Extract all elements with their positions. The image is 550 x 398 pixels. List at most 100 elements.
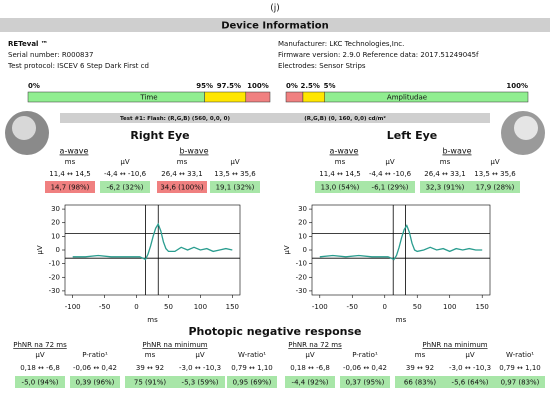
unit: µV [230,158,239,166]
value-cell [470,181,520,193]
value-cell [445,376,495,388]
x-tick-label: 150 [226,303,239,311]
y-tick-label: 30 [298,205,307,213]
range: -3,0 ↔ -10,3 [449,364,491,372]
waveform [319,224,483,261]
value: 14,7 (98%) [51,184,90,192]
group-label: PhNR na 72 ms [288,341,342,349]
x-tick-label: -100 [65,303,81,311]
wave-label: b-wave [179,147,208,156]
value: -5,6 (64%) [452,379,489,387]
value-cell [340,376,390,388]
value: 0,95 (69%) [233,379,272,387]
value: 17,9 (28%) [476,184,515,192]
x-tick-label: 0 [383,303,387,311]
x-axis-label: ms [396,316,407,324]
value: 32,3 (91%) [426,184,465,192]
range: 39 ↔ 92 [406,364,434,372]
unit: W-ratio¹ [506,351,534,359]
range: -0,06 ↔ 0,42 [73,364,117,372]
value: 75 (91%) [134,379,166,387]
y-tick-label: -10 [296,260,307,268]
figure-label: (j) [270,4,280,14]
value-cell [157,181,207,193]
x-axis-label: ms [147,316,158,324]
device-info: Manufacturer: LKC Technologies,Inc. [278,40,404,48]
value-cell [15,376,65,388]
unit: µV [305,351,314,359]
bar-tick: 100% [506,82,528,90]
range: 11,4 ↔ 14,5 [49,170,91,178]
value-cell [365,181,415,193]
unit: ms [177,158,188,166]
range: 0,18 ↔ -6,8 [290,364,330,372]
value-cell [420,181,470,193]
range: -3,0 ↔ -10,3 [179,364,221,372]
bar-tick: 0% [28,82,40,90]
bar-tick: 0% [286,82,298,90]
value-cell [210,181,260,193]
bar-tick: 2.5% [300,82,319,90]
unit: µV [385,158,394,166]
value: -6,2 (32%) [107,184,144,192]
eye-name: Left Eye [387,129,438,142]
device-info: Firmware version: 2.9.0 Reference data: … [278,51,479,59]
value-cell [100,181,150,193]
bar-tick: 100% [247,82,269,90]
unit: µV [195,351,204,359]
range: 13,5 ↔ 35,6 [214,170,256,178]
unit: µV [465,351,474,359]
y-tick-label: 10 [51,232,60,240]
range: 26,4 ↔ 33,1 [161,170,203,178]
x-tick-label: -50 [347,303,358,311]
y-tick-label: 20 [298,219,307,227]
value: 0,97 (83%) [501,379,540,387]
test-left: Test #1: Flash: (R,G,B) (560, 0,0, 0) [120,116,231,122]
bar-segment [285,91,304,103]
unit: ms [335,158,346,166]
y-tick-label: -10 [49,260,60,268]
value: -5,3 (59%) [182,379,219,387]
waveform [72,222,233,261]
x-tick-label: 100 [194,303,207,311]
unit: W-ratio¹ [238,351,266,359]
range: 39 ↔ 92 [136,364,164,372]
value: -6,1 (29%) [372,184,409,192]
x-tick-label: 150 [476,303,489,311]
bar-label: Amplitudae [387,94,427,102]
value: 0,39 (96%) [76,379,115,387]
bar-tick: 5% [324,82,336,90]
unit: ms [415,351,426,359]
unit: ms [440,158,451,166]
group-label: PhNR na minimum [142,341,207,349]
unit: µV [35,351,44,359]
value: 66 (83%) [404,379,436,387]
value-cell [70,376,120,388]
bar-segment [324,91,529,103]
range: 13,5 ↔ 35,6 [474,170,516,178]
x-tick-label: 0 [134,303,138,311]
x-tick-label: 100 [443,303,456,311]
group-label: PhNR na minimum [422,341,487,349]
value: -5,0 (94%) [22,379,59,387]
range: 0,18 ↔ -6,8 [20,364,60,372]
wave-label: a-wave [330,147,359,156]
range: 0,79 ↔ 1,10 [499,364,541,372]
device-info: RETeval ™ [8,40,48,48]
y-axis-label: µV [283,245,291,254]
group-label: PhNR na 72 ms [13,341,67,349]
value-cell [285,376,335,388]
y-tick-label: 20 [51,219,60,227]
range: 0,79 ↔ 1,10 [231,364,273,372]
x-tick-label: 50 [413,303,422,311]
range: 11,4 ↔ 14,5 [319,170,361,178]
unit: ms [145,351,156,359]
device-info: Test protocol: ISCEV 6 Step Dark First c… [7,62,149,70]
bar-segment [245,91,271,103]
bar-tick: 95% [196,82,213,90]
eye-name: Right Eye [130,129,189,142]
value: 0,37 (95%) [346,379,385,387]
value: -4,4 (92%) [292,379,329,387]
bar-segment [302,91,325,103]
